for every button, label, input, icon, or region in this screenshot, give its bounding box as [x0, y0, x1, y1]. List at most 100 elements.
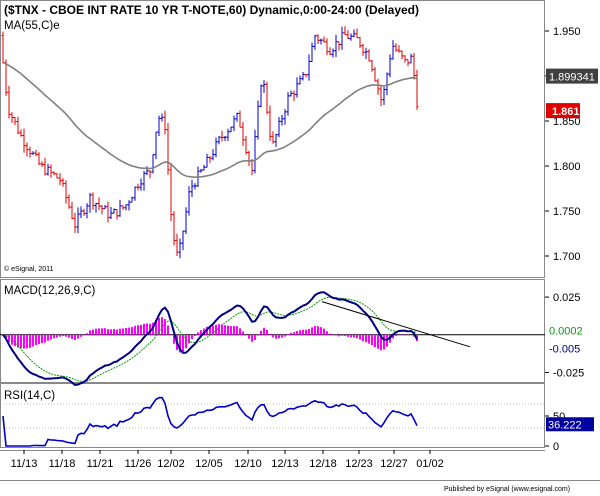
- price-bar: [169, 162, 173, 222]
- price-bar: [82, 208, 86, 217]
- price-bar: [322, 36, 326, 43]
- price-bar: [79, 206, 83, 219]
- price-bar: [61, 178, 65, 187]
- price-bar: [244, 135, 248, 155]
- price-bar: [13, 116, 17, 126]
- price-bar: [10, 112, 14, 124]
- price-bar: [127, 200, 131, 211]
- price-bar: [151, 154, 155, 174]
- price-bar: [22, 128, 26, 153]
- price-bar: [178, 238, 182, 259]
- price-bar: [355, 28, 359, 39]
- axes: 1.9501.9001.8501.8001.7501.7001.8611.899…: [11, 26, 598, 470]
- price-bar: [115, 209, 119, 220]
- macd-value-label: 0.0002: [549, 325, 583, 337]
- x-tick-label: 11/13: [11, 458, 38, 470]
- price-bar: [241, 121, 245, 146]
- price-bar: [397, 45, 401, 53]
- macd-tick-label: 0.025: [553, 292, 581, 304]
- price-bar: [67, 194, 71, 209]
- price-bar: [34, 149, 38, 157]
- price-bar: [394, 43, 398, 52]
- price-bar: [142, 170, 146, 191]
- price-bar: [73, 212, 77, 234]
- rsi-value-badge: [546, 417, 594, 432]
- price-bar: [52, 171, 56, 176]
- x-tick-label: 11/21: [87, 458, 114, 470]
- price-bar: [259, 84, 263, 108]
- price-bar: [361, 43, 365, 56]
- price-bar: [187, 186, 191, 216]
- price-bar: [292, 90, 296, 102]
- macd-signal-label: -0.005: [549, 343, 580, 355]
- price-bar: [349, 33, 353, 41]
- price-bar: [31, 151, 35, 155]
- price-bar: [88, 193, 92, 213]
- last-price-label: 1.861: [552, 106, 580, 118]
- price-bar: [334, 34, 338, 58]
- price-bar: [412, 53, 416, 80]
- price-bar: [328, 47, 332, 56]
- macd-signal-line: [2, 296, 418, 382]
- price-bar: [94, 202, 98, 213]
- price-bar: [403, 55, 407, 63]
- price-bar: [304, 73, 308, 78]
- x-tick-label: 12/23: [345, 458, 373, 470]
- price-bar: [154, 131, 158, 160]
- price-bar: [70, 201, 74, 220]
- price-bar: [409, 53, 413, 64]
- macd-value-badge: [546, 324, 598, 338]
- price-tick-label: 1.850: [553, 116, 581, 128]
- price-bar: [148, 170, 152, 179]
- price-bar: [289, 90, 293, 97]
- price-bar: [316, 34, 320, 45]
- price-bar: [346, 30, 350, 40]
- price-bar: [184, 207, 188, 234]
- price-bar: [172, 211, 176, 246]
- price-bar: [331, 48, 335, 58]
- price-bar: [214, 137, 218, 158]
- copyright-note: © eSignal, 2011: [4, 265, 54, 273]
- price-bar: [130, 196, 134, 203]
- price-bar: [46, 163, 50, 176]
- price-bar: [400, 50, 404, 60]
- chart-title: ($TNX - CBOE INT RATE 10 YR T-NOTE,60) D…: [4, 3, 419, 17]
- price-bar: [136, 183, 140, 191]
- price-bar: [64, 180, 68, 204]
- macd-signal-badge: [546, 341, 598, 355]
- macd-tick-label: -0.025: [553, 367, 584, 379]
- price-bar: [55, 173, 59, 179]
- macd-line: [2, 291, 418, 386]
- macd-panel: [0, 279, 545, 383]
- price-bar: [160, 113, 164, 122]
- price-tick-label: 1.800: [553, 161, 581, 173]
- price-bar: [295, 77, 299, 98]
- price-bar: [385, 72, 389, 96]
- price-bar: [340, 26, 344, 50]
- ma-value-label: 1.899341: [549, 72, 595, 84]
- rsi-label: RSI(14,C): [4, 390, 55, 402]
- x-tick-label: 11/26: [125, 458, 152, 470]
- price-bar: [253, 129, 257, 174]
- ma-line: [2, 61, 418, 179]
- price-bar: [376, 78, 380, 95]
- price-bar: [112, 208, 116, 214]
- rsi-panel: [0, 383, 545, 448]
- price-bar: [274, 133, 278, 147]
- price-bar: [256, 100, 260, 140]
- rsi-tick-label: 0: [553, 441, 559, 453]
- price-bar: [103, 204, 107, 210]
- x-tick-label: 12/10: [234, 458, 262, 470]
- price-bar: [181, 230, 185, 251]
- price-bar: [310, 42, 314, 62]
- x-tick-label: 01/02: [416, 458, 444, 470]
- price-bar: [307, 54, 311, 81]
- x-tick-label: 12/27: [380, 458, 408, 470]
- price-bar: [382, 86, 386, 106]
- price-bar: [16, 116, 20, 134]
- price-bar: [238, 110, 242, 128]
- price-bar: [85, 203, 89, 219]
- price-bar: [97, 197, 101, 211]
- price-bar: [157, 115, 161, 137]
